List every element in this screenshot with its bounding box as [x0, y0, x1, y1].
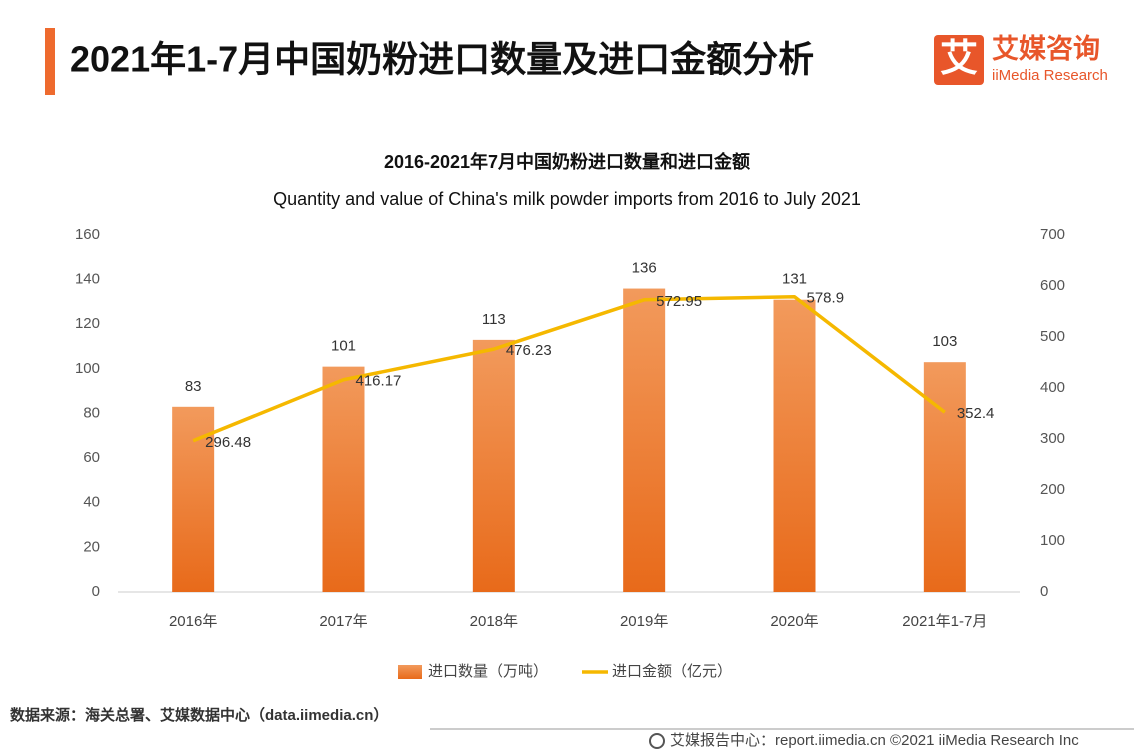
legend-swatch — [398, 665, 422, 679]
x-tick-label: 2017年 — [319, 613, 367, 630]
logo-name: 艾媒咨询 — [992, 33, 1100, 64]
x-tick-label: 2016年 — [169, 613, 217, 630]
bar — [472, 339, 515, 592]
credit: 艾媒报告中心：report.iimedia.cn ©2021 iiMedia R… — [670, 732, 1079, 749]
y-tick-label: 0 — [92, 583, 100, 600]
bar-label: 113 — [482, 311, 506, 328]
x-tick-label: 2021年1-7月 — [902, 613, 987, 630]
bar — [322, 366, 365, 592]
y-tick-label: 80 — [83, 404, 100, 421]
y2-tick-label: 100 — [1040, 532, 1065, 549]
y-tick-label: 100 — [75, 360, 100, 377]
y2-tick-label: 200 — [1040, 481, 1065, 498]
legend-label: 进口数量（万吨） — [428, 663, 548, 680]
chart-subtitle: Quantity and value of China's milk powde… — [273, 189, 861, 209]
y2-tick-label: 700 — [1040, 226, 1065, 243]
bar — [773, 299, 816, 592]
bar-label: 136 — [632, 260, 657, 277]
bar-label: 101 — [331, 338, 356, 355]
line-label: 476.23 — [506, 342, 552, 359]
line-label: 578.9 — [807, 290, 845, 307]
line-label: 352.4 — [957, 405, 995, 422]
bar-label: 103 — [932, 333, 957, 350]
y-tick-label: 60 — [83, 449, 100, 466]
logo-box — [934, 35, 984, 85]
y-tick-label: 140 — [75, 271, 100, 288]
page-title: 2021年1-7月中国奶粉进口数量及进口金额分析 — [70, 39, 814, 80]
y2-tick-label: 500 — [1040, 328, 1065, 345]
y-tick-label: 20 — [83, 538, 100, 555]
bar — [172, 406, 215, 592]
x-tick-label: 2018年 — [470, 613, 518, 630]
bar-label: 131 — [782, 271, 807, 288]
bar — [623, 288, 666, 592]
bar — [923, 362, 966, 592]
chart-title: 2016-2021年7月中国奶粉进口数量和进口金额 — [384, 151, 750, 172]
line — [192, 295, 946, 443]
y2-tick-label: 300 — [1040, 430, 1065, 447]
y-tick-label: 160 — [75, 226, 100, 243]
source: 数据来源：海关总署、艾媒数据中心（data.iimedia.cn） — [10, 706, 388, 724]
y2-tick-label: 600 — [1040, 277, 1065, 294]
logo-sub: iiMedia Research — [992, 67, 1108, 84]
line-label: 572.95 — [656, 293, 702, 310]
logo-mark: 艾 — [940, 38, 978, 80]
y-tick-label: 120 — [75, 315, 100, 332]
bar-label: 83 — [185, 378, 202, 395]
title-accent — [45, 28, 55, 95]
x-tick-label: 2020年 — [770, 613, 818, 630]
line-label: 296.48 — [205, 434, 251, 451]
y2-tick-label: 400 — [1040, 379, 1065, 396]
line-label: 416.17 — [356, 373, 402, 390]
y-tick-label: 40 — [83, 494, 100, 511]
y2-tick-label: 0 — [1040, 583, 1048, 600]
credit-icon — [649, 733, 665, 749]
x-tick-label: 2019年 — [620, 613, 668, 630]
legend-label: 进口金额（亿元） — [612, 663, 732, 680]
